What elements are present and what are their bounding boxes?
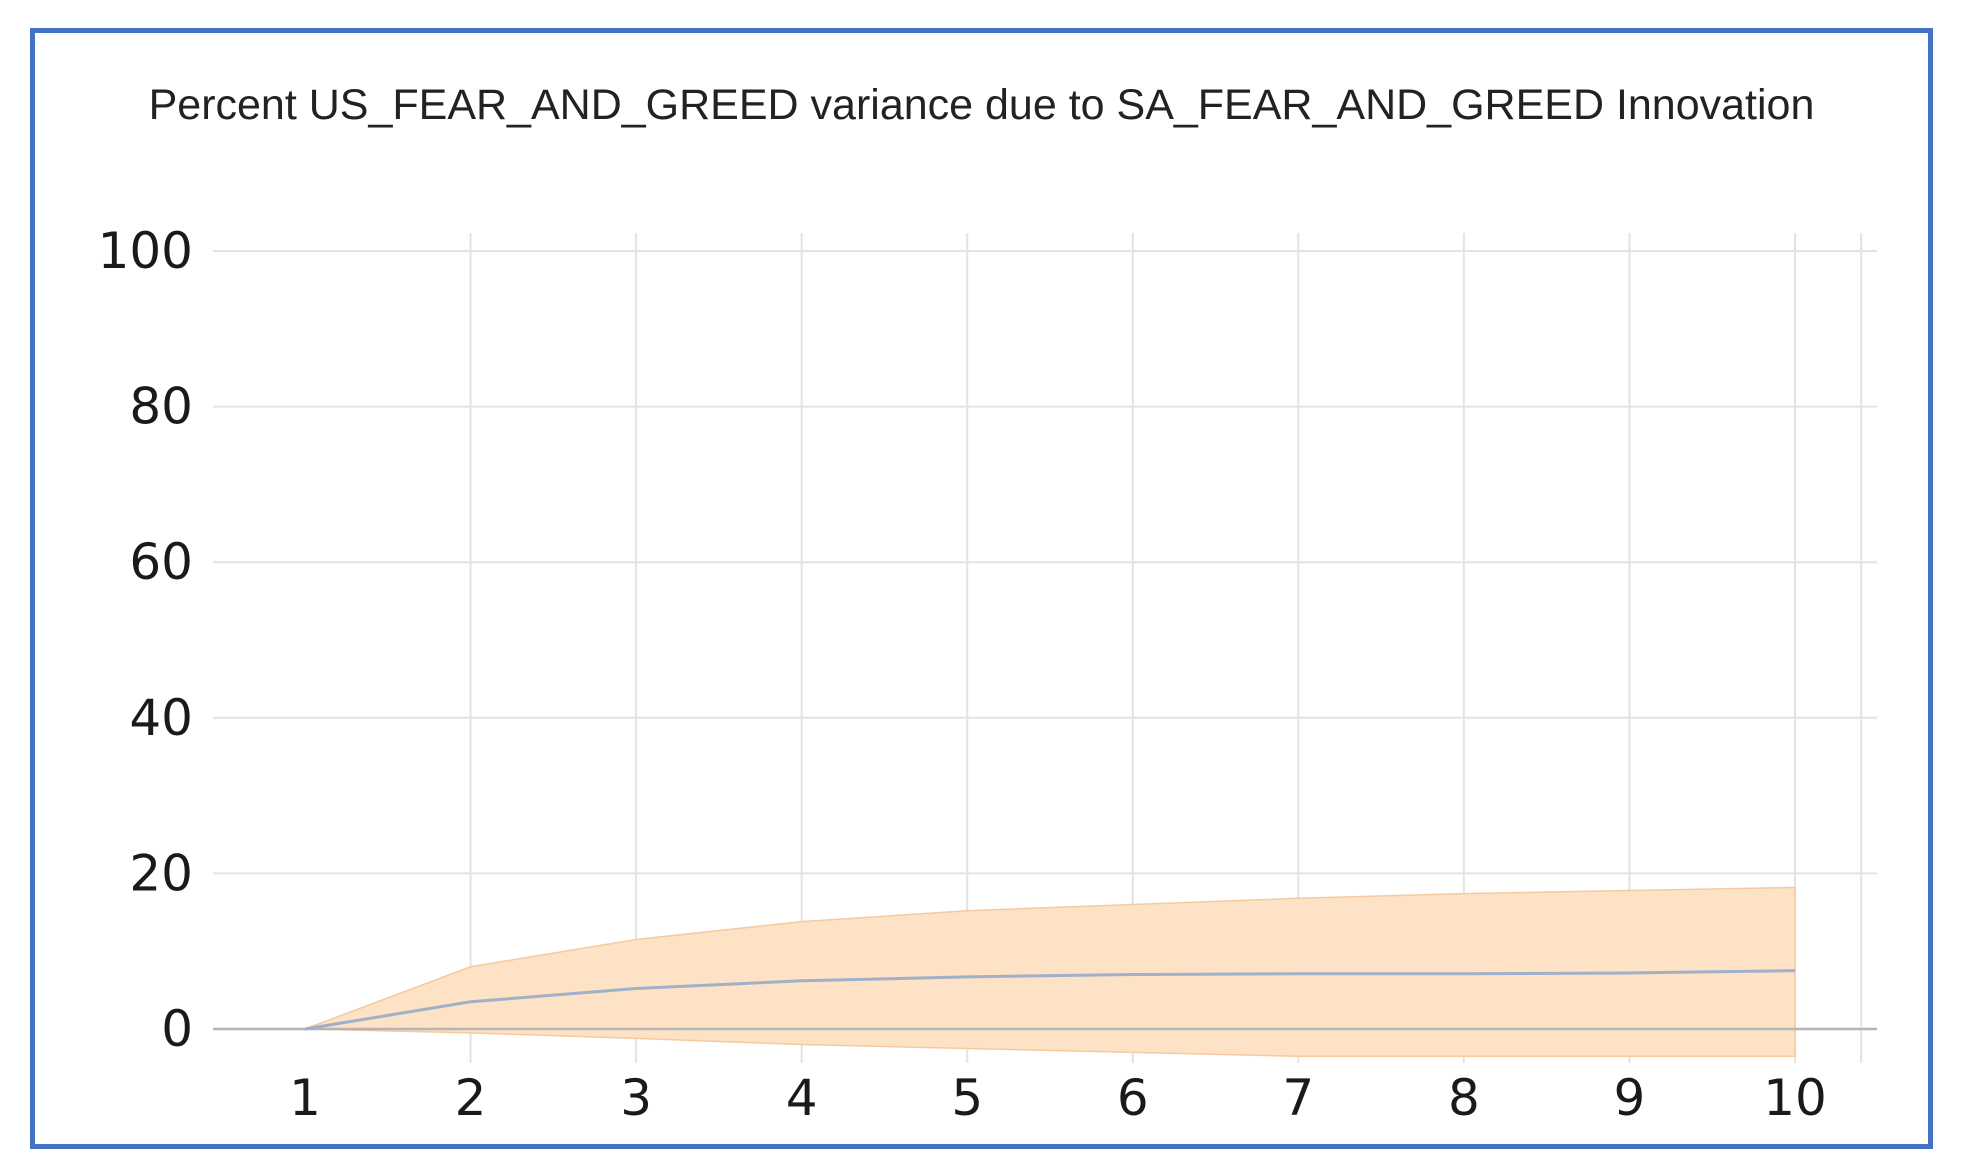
y-tick-label: 80 xyxy=(129,378,193,436)
series-line xyxy=(304,969,1796,1031)
x-axis-tick-labels: 1 2 3 4 5 6 7 8 9 10 xyxy=(289,1069,1827,1127)
y-tick-label: 40 xyxy=(129,689,193,747)
x-tick-label: 6 xyxy=(1117,1069,1149,1127)
x-tick-label: 8 xyxy=(1448,1069,1480,1127)
y-axis-tick-labels: 0 20 40 60 80 100 xyxy=(98,222,193,1058)
x-tick-label: 1 xyxy=(289,1069,321,1127)
y-tick-label: 100 xyxy=(98,222,193,280)
y-tick-label: 60 xyxy=(129,533,193,591)
y-tick-label: 0 xyxy=(161,1000,193,1058)
x-tick-label: 4 xyxy=(786,1069,818,1127)
chart-frame: Percent US_FEAR_AND_GREED variance due t… xyxy=(30,28,1933,1149)
y-tick-label: 20 xyxy=(129,844,193,902)
series-lines xyxy=(304,969,1796,1031)
chart-plot: 0 20 40 60 80 100 1 2 3 4 5 6 7 8 9 10 xyxy=(98,222,1877,1127)
x-tick-label: 3 xyxy=(620,1069,652,1127)
chart-title: Percent US_FEAR_AND_GREED variance due t… xyxy=(148,81,1815,129)
x-tick-label: 9 xyxy=(1614,1069,1646,1127)
x-tick-label: 2 xyxy=(455,1069,487,1127)
x-tick-label: 10 xyxy=(1763,1069,1827,1127)
x-tick-label: 7 xyxy=(1282,1069,1314,1127)
x-tick-label: 5 xyxy=(951,1069,983,1127)
